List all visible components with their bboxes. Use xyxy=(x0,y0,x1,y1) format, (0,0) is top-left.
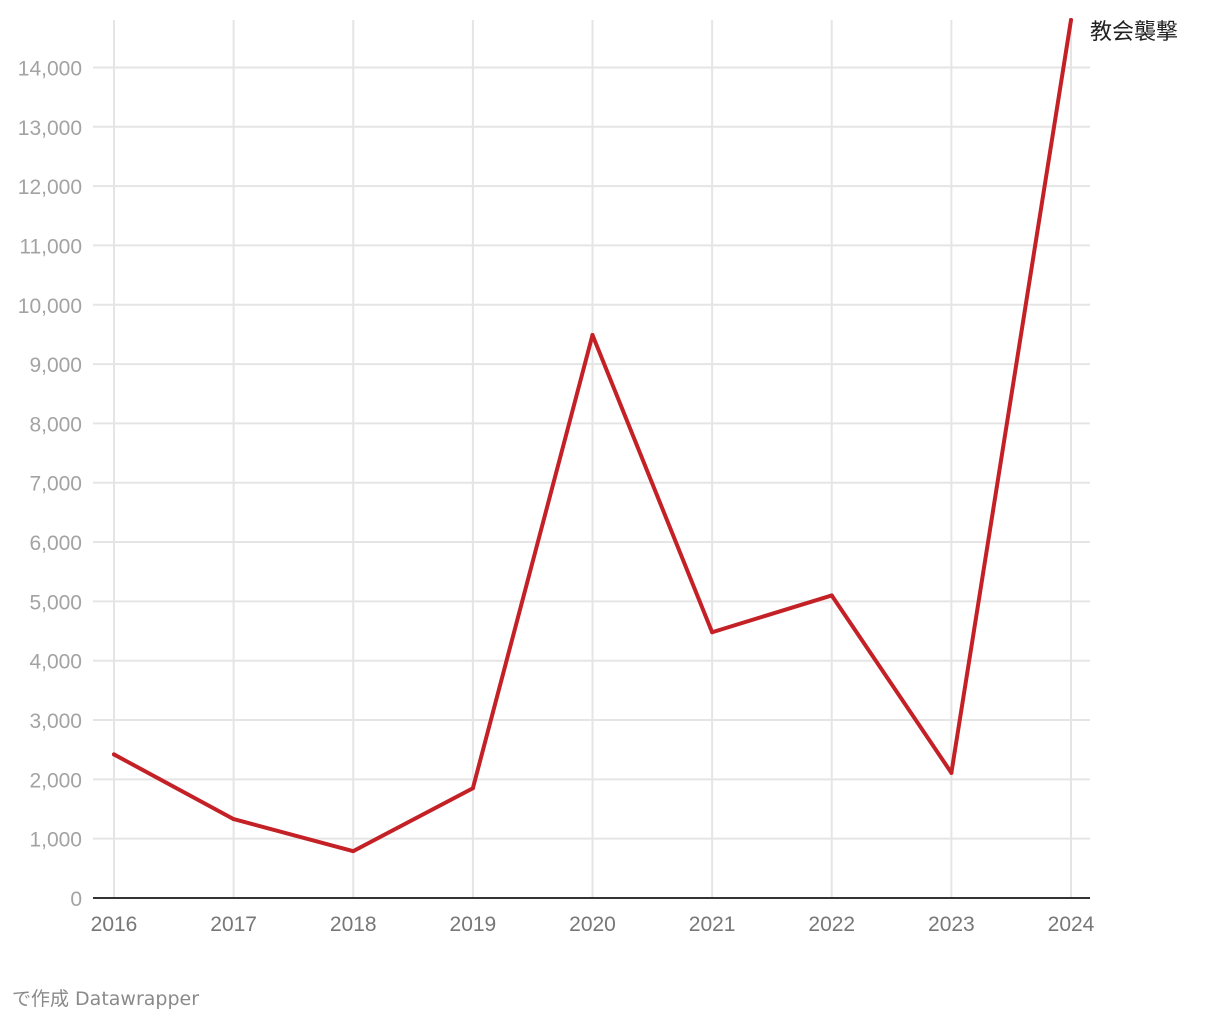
y-tick-label: 5,000 xyxy=(29,591,82,614)
x-axis-tick-labels: 2016 2017 2018 2019 2020 2021 2022 2023 2024 xyxy=(91,913,1095,936)
x-tick-label: 2020 xyxy=(569,913,616,936)
y-tick-label: 12,000 xyxy=(18,176,82,199)
data-point-2016 xyxy=(112,752,116,757)
x-tick-label: 2018 xyxy=(330,913,377,936)
y-tick-label: 2,000 xyxy=(29,769,82,792)
line-chart: 0 1,000 2,000 3,000 4,000 5,000 6,000 7,000 8,00… xyxy=(18,18,1178,936)
y-tick-label: 4,000 xyxy=(29,651,82,674)
x-tick-label: 2017 xyxy=(210,913,257,936)
data-point-2022 xyxy=(829,593,834,598)
data-point-2021 xyxy=(710,630,715,635)
data-point-2024 xyxy=(1069,18,1073,22)
datawrapper-credit: で作成 Datawrapper xyxy=(12,988,200,1010)
y-tick-label: 9,000 xyxy=(29,354,82,377)
x-tick-label: 2024 xyxy=(1048,913,1095,936)
data-point-2019 xyxy=(470,786,475,791)
y-tick-label: 14,000 xyxy=(18,57,82,80)
y-tick-label: 11,000 xyxy=(19,235,82,258)
x-tick-label: 2023 xyxy=(928,913,975,936)
y-tick-label: 8,000 xyxy=(29,413,82,436)
y-tick-label: 7,000 xyxy=(29,473,82,496)
x-tick-label: 2016 xyxy=(91,913,138,936)
data-point-2020 xyxy=(590,333,595,338)
y-tick-label: 1,000 xyxy=(29,829,82,852)
horizontal-gridlines xyxy=(93,66,1090,840)
y-tick-label: 13,000 xyxy=(18,117,82,140)
y-tick-label: 10,000 xyxy=(18,295,82,318)
data-point-2017 xyxy=(231,817,236,822)
x-tick-label: 2022 xyxy=(808,913,855,936)
data-point-2018 xyxy=(351,849,356,854)
y-axis-tick-labels: 0 1,000 2,000 3,000 4,000 5,000 6,000 7,000 8,00… xyxy=(18,57,82,911)
x-tick-label: 2021 xyxy=(689,913,736,936)
y-tick-label: 3,000 xyxy=(29,710,82,733)
y-tick-label: 6,000 xyxy=(29,532,82,555)
series-layer: 教会襲撃 xyxy=(112,18,1178,854)
y-tick-label: 0 xyxy=(70,888,82,911)
data-point-2023 xyxy=(949,770,954,775)
x-tick-label: 2019 xyxy=(450,913,497,936)
vertical-gridlines xyxy=(113,20,1072,898)
series-label: 教会襲撃 xyxy=(1090,20,1178,45)
